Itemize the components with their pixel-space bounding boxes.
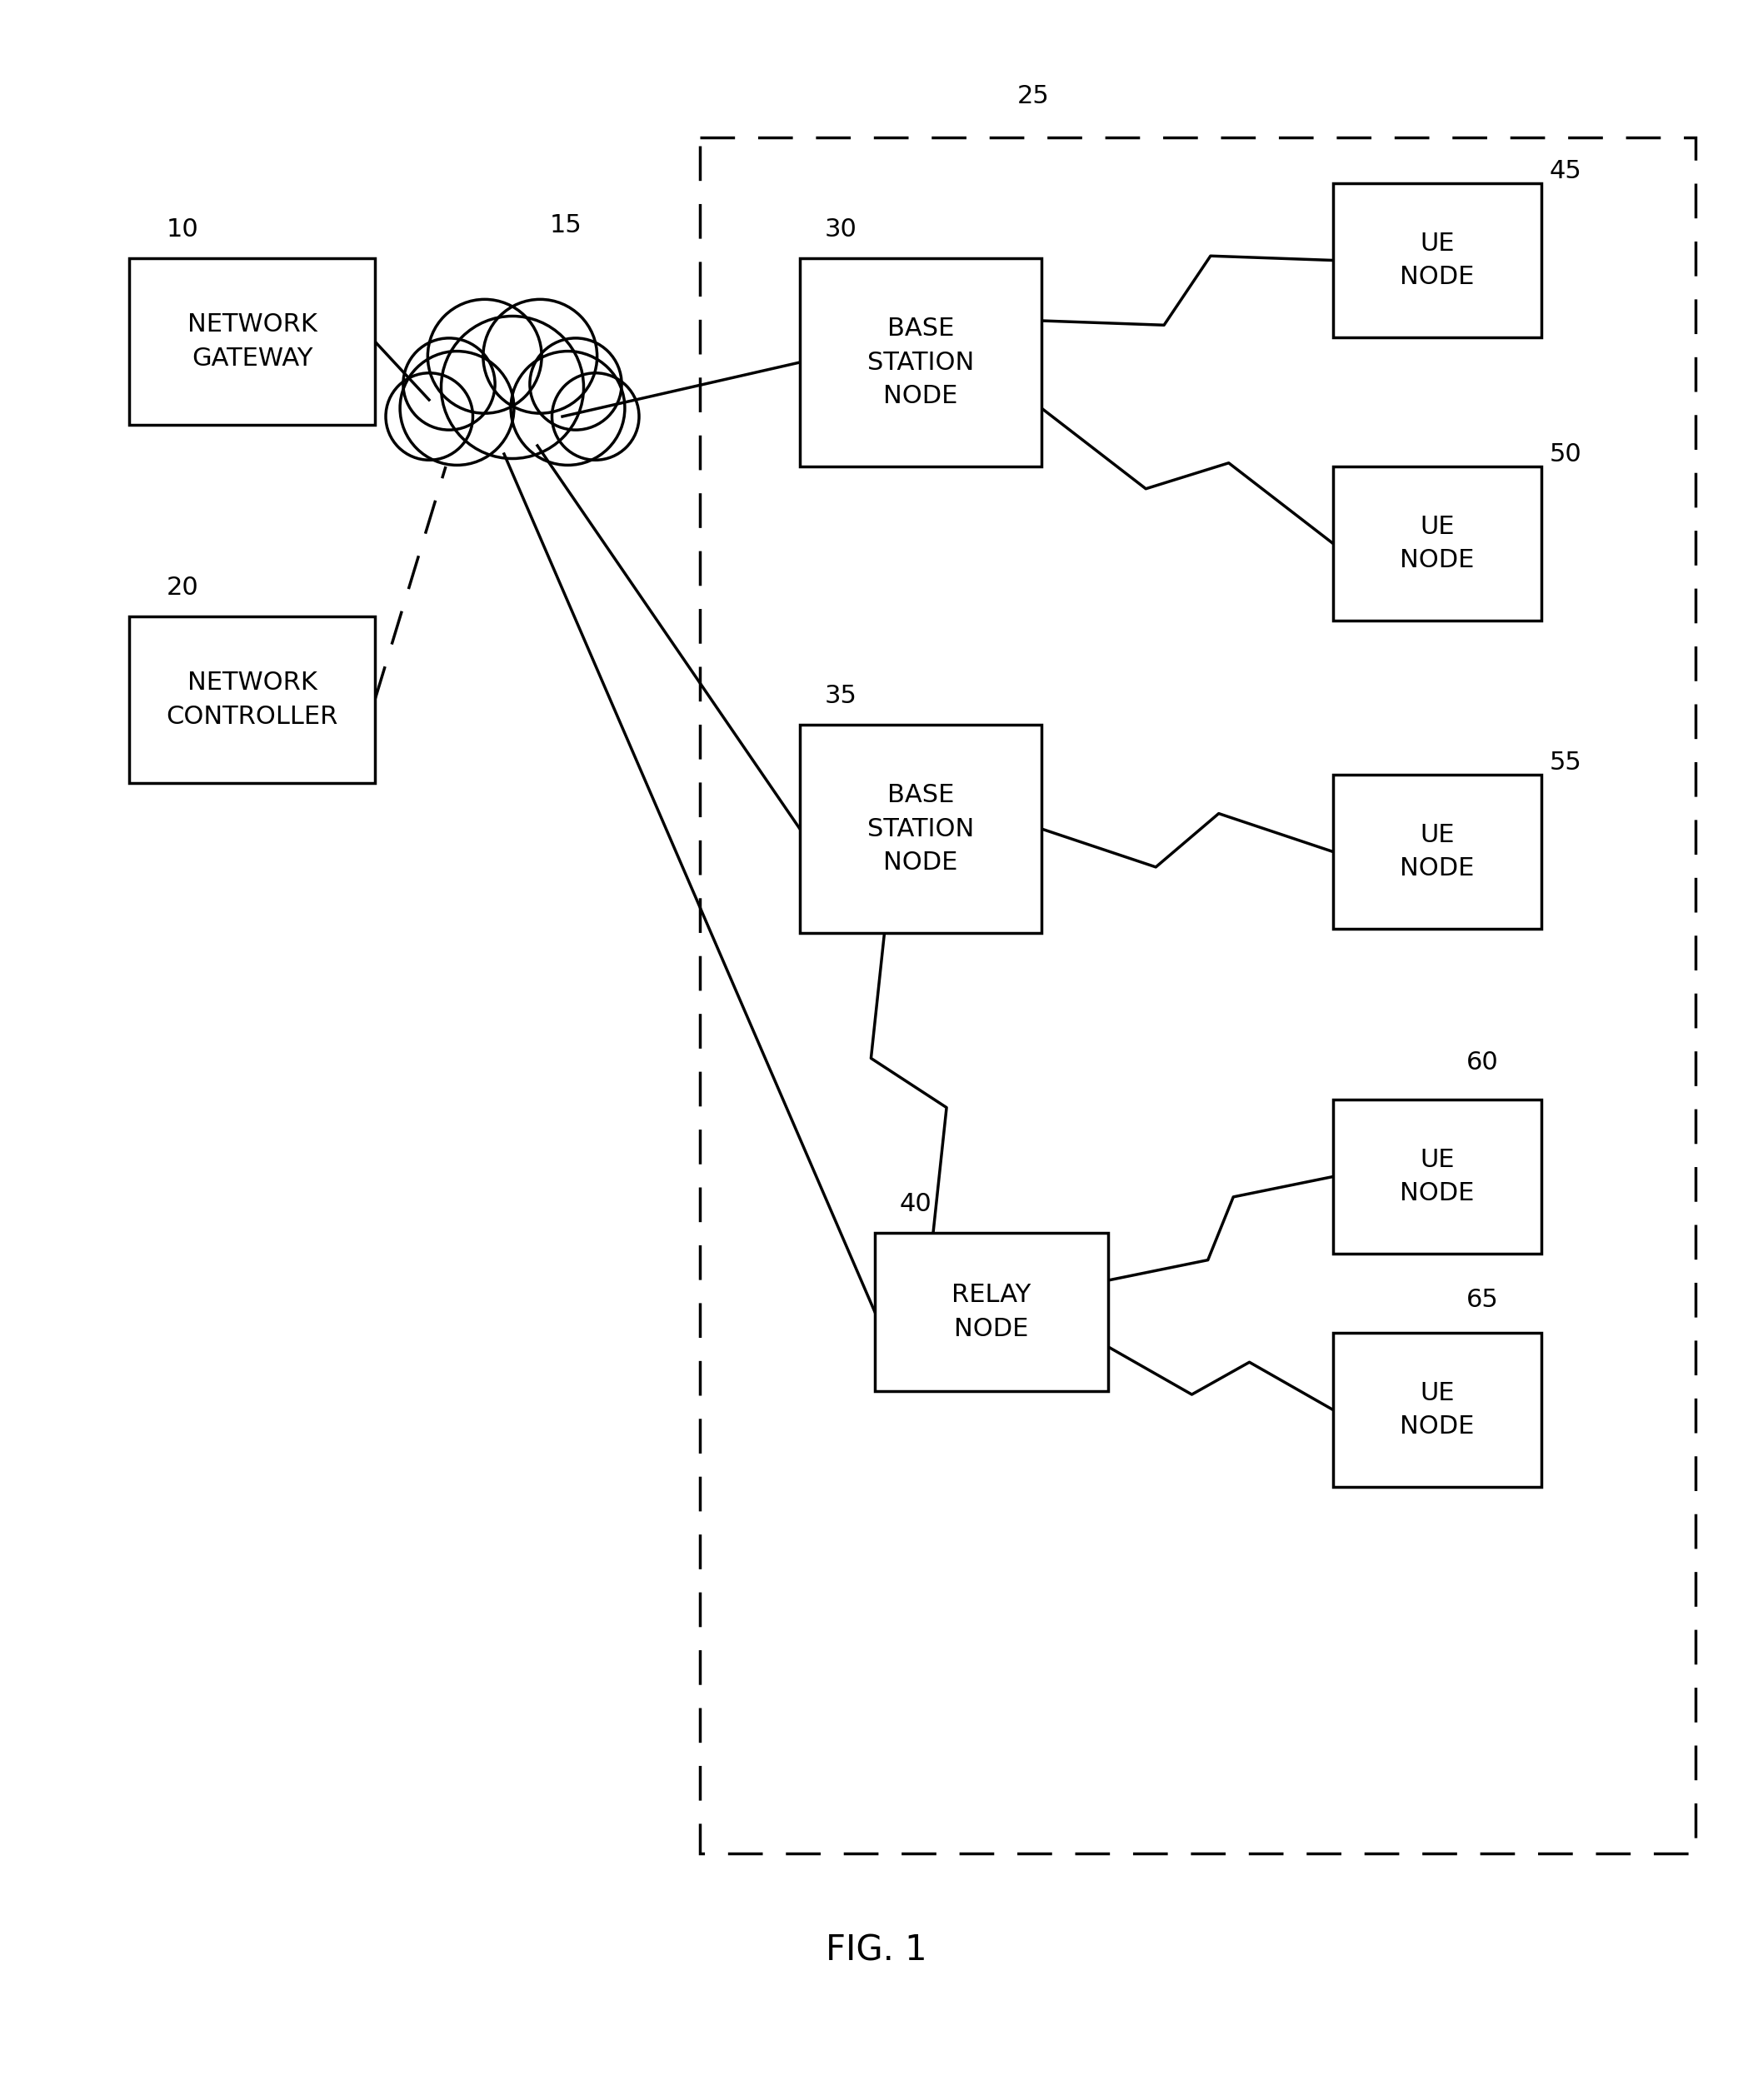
Text: UE
NODE: UE NODE	[1401, 1149, 1474, 1205]
Text: BASE
STATION
NODE: BASE STATION NODE	[868, 783, 975, 876]
Text: 60: 60	[1467, 1050, 1499, 1075]
Circle shape	[484, 300, 598, 414]
Text: 55: 55	[1550, 750, 1581, 775]
Text: RELAY
NODE: RELAY NODE	[952, 1283, 1031, 1342]
Bar	[1332, 1334, 1541, 1487]
Bar	[1332, 466, 1541, 622]
Circle shape	[442, 317, 584, 458]
Text: UE
NODE: UE NODE	[1401, 231, 1474, 290]
Text: 50: 50	[1550, 443, 1581, 466]
Bar	[1332, 183, 1541, 338]
Bar	[1332, 775, 1541, 928]
Circle shape	[403, 338, 494, 430]
Circle shape	[428, 300, 542, 414]
Bar	[1332, 1100, 1541, 1254]
Text: 35: 35	[826, 685, 857, 708]
Text: UE
NODE: UE NODE	[1401, 514, 1474, 573]
Text: UE
NODE: UE NODE	[1401, 823, 1474, 880]
Text: 25: 25	[1017, 84, 1050, 109]
Bar	[130, 617, 375, 783]
Text: BASE
STATION
NODE: BASE STATION NODE	[868, 317, 975, 407]
Bar	[799, 258, 1041, 466]
Text: NETWORK
GATEWAY: NETWORK GATEWAY	[188, 313, 317, 370]
Circle shape	[552, 374, 640, 460]
Text: 45: 45	[1550, 160, 1581, 183]
Text: 65: 65	[1467, 1287, 1499, 1312]
Bar	[799, 724, 1041, 932]
Circle shape	[529, 338, 622, 430]
Text: FIG. 1: FIG. 1	[826, 1932, 927, 1968]
Text: 20: 20	[167, 575, 198, 601]
Text: 30: 30	[826, 218, 857, 241]
Bar	[130, 258, 375, 424]
Text: UE
NODE: UE NODE	[1401, 1382, 1474, 1438]
Text: NETWORK
CONTROLLER: NETWORK CONTROLLER	[167, 670, 338, 729]
Circle shape	[386, 374, 473, 460]
Text: 10: 10	[167, 218, 198, 241]
Circle shape	[510, 351, 624, 464]
Bar	[699, 136, 1695, 1854]
Bar	[875, 1233, 1108, 1390]
Text: 15: 15	[550, 214, 582, 237]
Text: 40: 40	[899, 1193, 933, 1216]
Circle shape	[400, 351, 514, 464]
